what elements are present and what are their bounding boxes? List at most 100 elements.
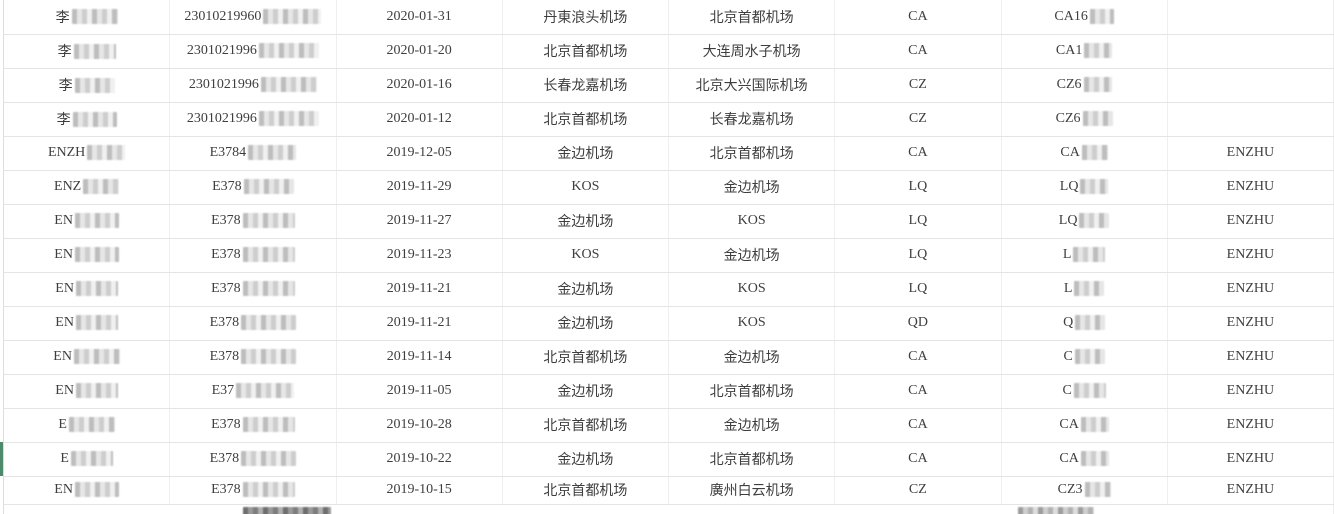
redacted-name-mosaic <box>73 349 120 365</box>
cell-flight-date: 2019-11-21 <box>336 272 503 307</box>
cell-arrival-airport: 北京首都机场 <box>668 136 836 171</box>
cell-flight-date: 2019-10-28 <box>336 408 503 443</box>
table-row[interactable]: ENZH E3784 2019-12-05 金边机场 北京首都机场 CA CA … <box>3 136 1334 171</box>
cell-account-tag: ENZHU <box>1167 408 1334 443</box>
table-row[interactable]: E E378 2019-10-22 金边机场 北京首都机场 CA CA ENZH… <box>3 442 1334 477</box>
table-row[interactable]: EN E378 2019-10-15 北京首都机场 廣州白云机场 CZ CZ3 … <box>3 476 1334 505</box>
cell-departure-airport: 金边机场 <box>502 204 670 239</box>
redacted-id-mosaic <box>241 315 297 331</box>
cell-id-number: E378 <box>169 272 337 307</box>
cell-passenger-name: 李 <box>3 68 171 103</box>
redacted-id-mosaic <box>260 77 317 93</box>
cell-id-number: 2301021996 <box>169 102 337 137</box>
cell-passenger-name: ENZ <box>3 170 171 205</box>
table-row[interactable]: 李 23010219960 2020-01-31 丹東浪头机场 北京首都机场 C… <box>3 0 1334 35</box>
cell-arrival-airport: KOS <box>668 306 836 341</box>
cell-flight-number: LQ <box>1001 204 1168 239</box>
cell-departure-airport: 北京首都机场 <box>502 34 670 69</box>
redacted-name-mosaic <box>74 247 119 263</box>
redacted-flight-mosaic <box>1080 451 1109 467</box>
cell-passenger-name: EN <box>3 374 171 409</box>
cell-departure-airport: 北京首都机场 <box>502 340 670 375</box>
cell-arrival-airport: 北京首都机场 <box>668 374 836 409</box>
cell-flight-date: 2019-10-22 <box>336 442 503 477</box>
cell-departure-airport: 金边机场 <box>502 374 670 409</box>
redacted-name-mosaic <box>87 145 126 161</box>
cell-arrival-airport: 金边机场 <box>668 340 836 375</box>
redacted-flight-mosaic <box>1081 145 1108 161</box>
redacted-flight-mosaic <box>1074 281 1105 297</box>
redacted-name-mosaic <box>68 417 115 433</box>
cell-airline-code: CA <box>834 408 1002 443</box>
cell-account-tag: ENZHU <box>1167 476 1334 505</box>
cell-id-number: E378 <box>169 170 337 205</box>
redacted-id-mosaic <box>242 247 295 263</box>
redacted-name-mosaic <box>73 43 116 59</box>
table-row[interactable]: EN E378 2019-11-14 北京首都机场 金边机场 CA C ENZH… <box>3 340 1334 375</box>
cell-flight-date: 2019-11-14 <box>336 340 503 375</box>
table-row[interactable]: 李 2301021996 2020-01-12 北京首都机场 长春龙嘉机场 CZ… <box>3 102 1334 137</box>
table-row[interactable]: E E378 2019-10-28 北京首都机场 金边机场 CA CA ENZH… <box>3 408 1334 443</box>
cell-id-number: E378 <box>169 442 337 477</box>
redacted-flight-mosaic <box>1079 213 1110 229</box>
cell-airline-code: CZ <box>834 102 1002 137</box>
cell-id-number: E378 <box>169 238 337 273</box>
cell-airline-code: CZ <box>834 476 1002 505</box>
cell-passenger-name: EN <box>3 272 171 307</box>
redacted-name-mosaic <box>74 482 119 498</box>
redacted-id-mosaic <box>258 111 319 127</box>
cell-id-number: 2301021996 <box>169 68 337 103</box>
cell-id-number: E378 <box>169 408 337 443</box>
cell-flight-date: 2020-01-20 <box>336 34 503 69</box>
table-row[interactable]: 李 2301021996 2020-01-16 长春龙嘉机场 北京大兴国际机场 … <box>3 68 1334 103</box>
cell-departure-airport: 北京首都机场 <box>502 408 670 443</box>
cell-account-tag: ENZHU <box>1167 204 1334 239</box>
redacted-flight-mosaic <box>1083 77 1112 93</box>
cell-flight-date: 2019-11-29 <box>336 170 503 205</box>
cell-id-number: E378 <box>169 476 337 505</box>
cell-flight-date: 2019-11-21 <box>336 306 503 341</box>
cell-departure-airport: KOS <box>502 238 670 273</box>
cell-flight-date: 2020-01-12 <box>336 102 503 137</box>
cell-flight-number: L <box>1001 272 1168 307</box>
redacted-id-mosaic <box>263 9 322 25</box>
cell-id-number: E378 <box>169 306 337 341</box>
cell-flight-number: C <box>1001 374 1168 409</box>
cell-airline-code: CA <box>834 340 1002 375</box>
redacted-name-mosaic <box>75 383 118 399</box>
redacted-id-mosaic <box>242 417 295 433</box>
cell-flight-date: 2019-12-05 <box>336 136 503 171</box>
table-row[interactable]: EN E378 2019-11-21 金边机场 KOS QD Q ENZHU <box>3 306 1334 341</box>
table-row[interactable]: ENZ E378 2019-11-29 KOS 金边机场 LQ LQ ENZHU <box>3 170 1334 205</box>
redacted-mosaic <box>243 506 331 514</box>
cell-flight-number: CZ3 <box>1001 476 1168 505</box>
cell-arrival-airport: 金边机场 <box>668 408 836 443</box>
cell-passenger-name: EN <box>3 340 171 375</box>
table-row[interactable]: EN E378 2019-11-23 KOS 金边机场 LQ L ENZHU <box>3 238 1334 273</box>
redacted-id-mosaic <box>241 349 297 365</box>
table-row[interactable]: EN E378 2019-11-27 金边机场 KOS LQ LQ ENZHU <box>3 204 1334 239</box>
cell-id-number: E378 <box>169 204 337 239</box>
cell-airline-code: CA <box>834 34 1002 69</box>
cell-id-number: 2301021996 <box>169 34 337 69</box>
cell-arrival-airport: 金边机场 <box>668 170 836 205</box>
cell-arrival-airport: 北京首都机场 <box>668 0 836 35</box>
table-row-partial[interactable] <box>3 504 1334 514</box>
cell-flight-number: CA16 <box>1001 0 1168 35</box>
redacted-id-mosaic <box>242 213 295 229</box>
table-row[interactable]: 李 2301021996 2020-01-20 北京首都机场 大连周水子机场 C… <box>3 34 1334 69</box>
redacted-flight-mosaic <box>1084 482 1111 498</box>
cell-id-number: E378 <box>169 340 337 375</box>
redacted-id-mosaic <box>242 482 295 498</box>
cell-passenger-name: E <box>3 408 171 443</box>
cell-flight-number: L <box>1001 238 1168 273</box>
cell-departure-airport: 金边机场 <box>502 136 670 171</box>
redacted-flight-mosaic <box>1089 9 1114 25</box>
table-row[interactable]: EN E37 2019-11-05 金边机场 北京首都机场 CA C ENZHU <box>3 374 1334 409</box>
cell-departure-airport: 金边机场 <box>502 306 670 341</box>
table-row[interactable]: EN E378 2019-11-21 金边机场 KOS LQ L ENZHU <box>3 272 1334 307</box>
cell-arrival-airport: 大连周水子机场 <box>668 34 836 69</box>
cell-flight-date: 2019-11-27 <box>336 204 503 239</box>
cell-arrival-airport: 廣州白云机场 <box>668 476 836 505</box>
